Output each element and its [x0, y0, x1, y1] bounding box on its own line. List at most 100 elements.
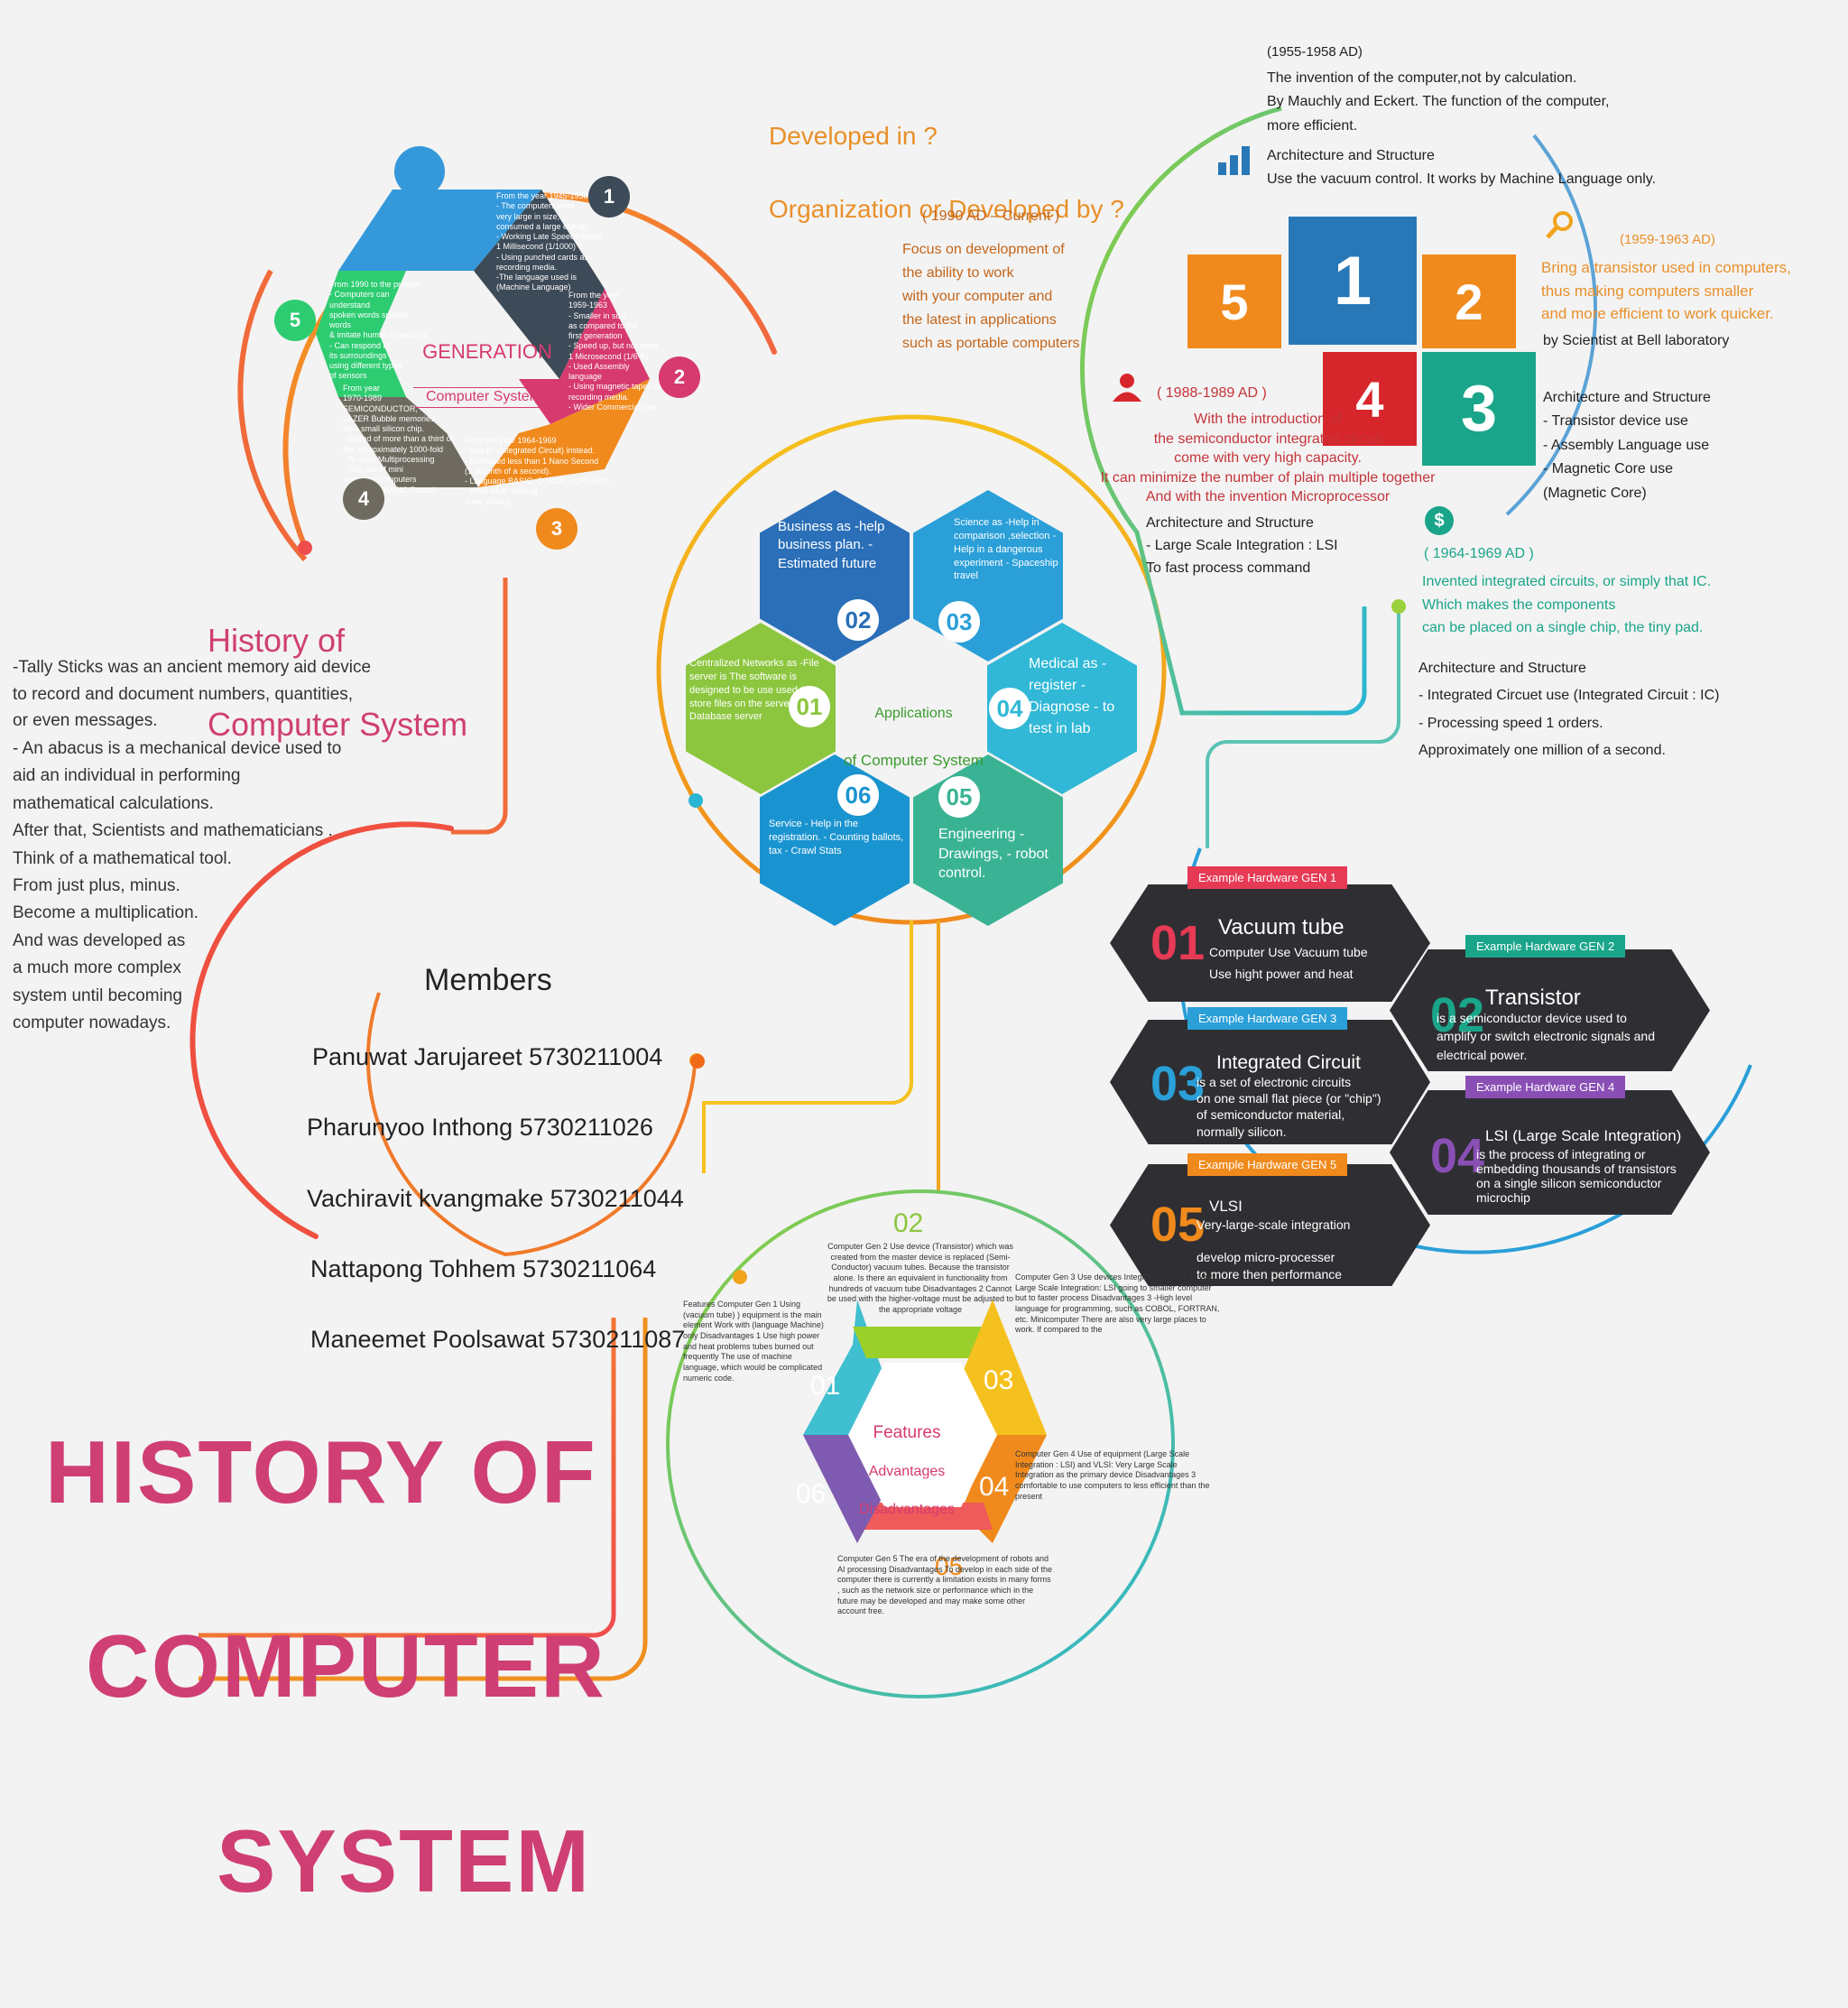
history-heading-line2: Computer System [208, 706, 468, 744]
hw-num-4: 04 [1430, 1129, 1485, 1183]
hw-num-1: 01 [1150, 916, 1206, 970]
app-hex-06 [760, 754, 910, 926]
block-3: 3 [1422, 352, 1536, 466]
hw-hex-2 [1390, 949, 1710, 1071]
app-text-03: Science as -Help in comparison ,selectio… [954, 517, 1058, 582]
app-center-line2: of Computer System [844, 752, 984, 770]
hw-title-2: Transistor [1485, 985, 1581, 1010]
features-star [803, 1300, 1047, 1543]
hw-title-4: LSI (Large Scale Integration) [1485, 1127, 1682, 1144]
dollar-icon: $ [1425, 506, 1454, 535]
gen5-text-dev: Focus on development of the ability to w… [902, 242, 1080, 351]
hw-num-3: 03 [1150, 1057, 1206, 1111]
history-heading: History of Computer System [208, 578, 467, 789]
hw-title-3: Integrated Circuit [1216, 1052, 1361, 1073]
generation-wheel [316, 146, 650, 487]
block-1: 1 [1289, 217, 1417, 345]
hw-desc-1: Computer Use Vacuum tube Use hight power… [1209, 945, 1368, 981]
gen-seg-olive [338, 397, 478, 487]
hw-hex-5 [1110, 1164, 1430, 1286]
abacus-text: - An abacus is a mechanical device used … [13, 739, 342, 1032]
tally-text: -Tally Sticks was an ancient memory aid … [13, 658, 372, 731]
member-3: Vachiravit kvangmake 5730211044 [307, 1184, 684, 1212]
generation-title-block: GENERATION Computer Systems [406, 320, 568, 427]
gen4-year: ( 1988-1989 AD ) [1157, 385, 1267, 401]
hw-num-5: 05 [1150, 1198, 1206, 1252]
hw-desc-2: is a semiconductor device used to amplif… [1437, 1011, 1655, 1062]
hw-tag-2: Example Hardware GEN 2 [1465, 935, 1626, 958]
features-num-06: 06 [796, 1479, 827, 1509]
members-block: Members [307, 941, 552, 1019]
hw-num-2: 02 [1430, 988, 1485, 1042]
gen-badge-5: 5 [274, 300, 316, 341]
app-num-05: 05 [938, 776, 980, 818]
gen1-text: From the year 1945-1958 - The computers … [496, 191, 603, 292]
hw-desc-3: is a set of electronic circuits on one s… [1197, 1075, 1381, 1139]
gen-seg-pink [519, 289, 650, 424]
app-text-04: Medical as - register -Diagnose - to tes… [1029, 656, 1115, 736]
gen1-text-dev: The invention of the computer,not by cal… [1267, 70, 1610, 134]
feat-gen3: Computer Gen 3 Use devices Integrated Ci… [1015, 1272, 1220, 1335]
gen3-text: From the year 1964-1969 - Use IC (Integr… [465, 436, 612, 506]
gen1-year: (1955-1958 AD) [1267, 44, 1363, 60]
app-center: Applications of Computer System [835, 686, 993, 790]
hw-hex-3 [1110, 1020, 1430, 1144]
feat-seg-03 [961, 1300, 1047, 1435]
gen-seg-orange [478, 379, 650, 487]
gen5-text: From 1990 to the present - Computers can… [329, 280, 429, 381]
app-text-01: Centralized Networks as -File server is … [689, 658, 819, 723]
gen-seg-dark [474, 190, 605, 379]
hw-tag-3: Example Hardware GEN 3 [1187, 1007, 1348, 1030]
developed-heading: Developed in ? Organization or Developed… [769, 81, 1124, 264]
member-2: Pharunyoo Inthong 5730211026 [307, 1114, 653, 1142]
gen2-text: From the year 1959-1963 - Smaller in siz… [568, 291, 663, 412]
feat-seg-02 [853, 1327, 997, 1358]
developed-line-2: Organization or Developed by ? [769, 194, 1124, 223]
gen3-year: ( 1964-1969 AD ) [1424, 546, 1534, 561]
gen3-arch-right: Architecture and Structure - Transistor … [1543, 390, 1711, 501]
block-2: 2 [1422, 254, 1516, 348]
app-num-01: 01 [789, 686, 830, 727]
block-4: 4 [1323, 352, 1417, 446]
block-5: 5 [1187, 254, 1281, 348]
gen2-by: by Scientist at Bell laboratory [1543, 333, 1730, 348]
history-heading-line1: History of [208, 621, 346, 659]
title-line-3: SYSTEM [217, 1810, 591, 1911]
features-line3: Disadvantages [859, 1501, 955, 1517]
title-line-1: HISTORY OF [45, 1421, 597, 1522]
features-line1: Features [873, 1422, 941, 1442]
bar-chart-icon [1218, 146, 1250, 175]
main-title: HISTORY OF COMPUTER SYSTEM [45, 1327, 606, 2008]
feat-seg-05 [857, 1503, 993, 1530]
gen4-arch: Architecture and Structure - Large Scale… [1146, 515, 1338, 576]
hw-title-1: Vacuum tube [1218, 915, 1344, 939]
member-1: Panuwat Jarujareet 5730211004 [312, 1043, 663, 1071]
hw-tag-5: Example Hardware GEN 5 [1187, 1153, 1348, 1176]
app-num-06: 06 [837, 774, 879, 816]
features-line2: Advantages [868, 1464, 946, 1480]
features-center: Features Advantages Disadvantages [844, 1403, 970, 1538]
gen-badge-2: 2 [659, 356, 700, 398]
gen-badge-4: 4 [343, 478, 384, 520]
generation-title: GENERATION [422, 339, 552, 363]
app-text-05: Engineering - Drawings, - robot control. [938, 827, 1049, 882]
hw-hex-4 [1390, 1090, 1710, 1215]
developed-line-1: Developed in ? [769, 121, 938, 150]
feat-gen4: Computer Gen 4 Use of equipment (Large S… [1015, 1449, 1210, 1501]
hw-tag-1: Example Hardware GEN 1 [1187, 866, 1348, 889]
features-num-05: 05 [935, 1552, 964, 1580]
gen2-text-dev: Bring a transistor used in computers, th… [1541, 259, 1791, 322]
app-num-04: 04 [989, 688, 1030, 729]
feat-gen1: Features Computer Gen 1 Using (vacuum tu… [683, 1300, 824, 1383]
members-heading: Members [424, 962, 552, 997]
gen1-arch: Architecture and Structure Use the vacuu… [1267, 148, 1657, 188]
hw-title-5: VLSI [1209, 1198, 1243, 1215]
hw-hex-1 [1110, 884, 1430, 1002]
app-num-03: 03 [938, 601, 980, 643]
app-num-02: 02 [837, 599, 879, 641]
members-list: Panuwat Jarujareet 5730211004 Pharunyoo … [307, 1004, 685, 1393]
gen5-year: ( 1990 AD – Current ) [922, 208, 1060, 224]
gen3-text-dev: Invented integrated circuits, or simply … [1422, 574, 1712, 636]
feat-gen5: Computer Gen 5 The era of the developmen… [837, 1554, 1052, 1616]
gen3b-arch: Architecture and Structure - Integrated … [1418, 661, 1720, 759]
